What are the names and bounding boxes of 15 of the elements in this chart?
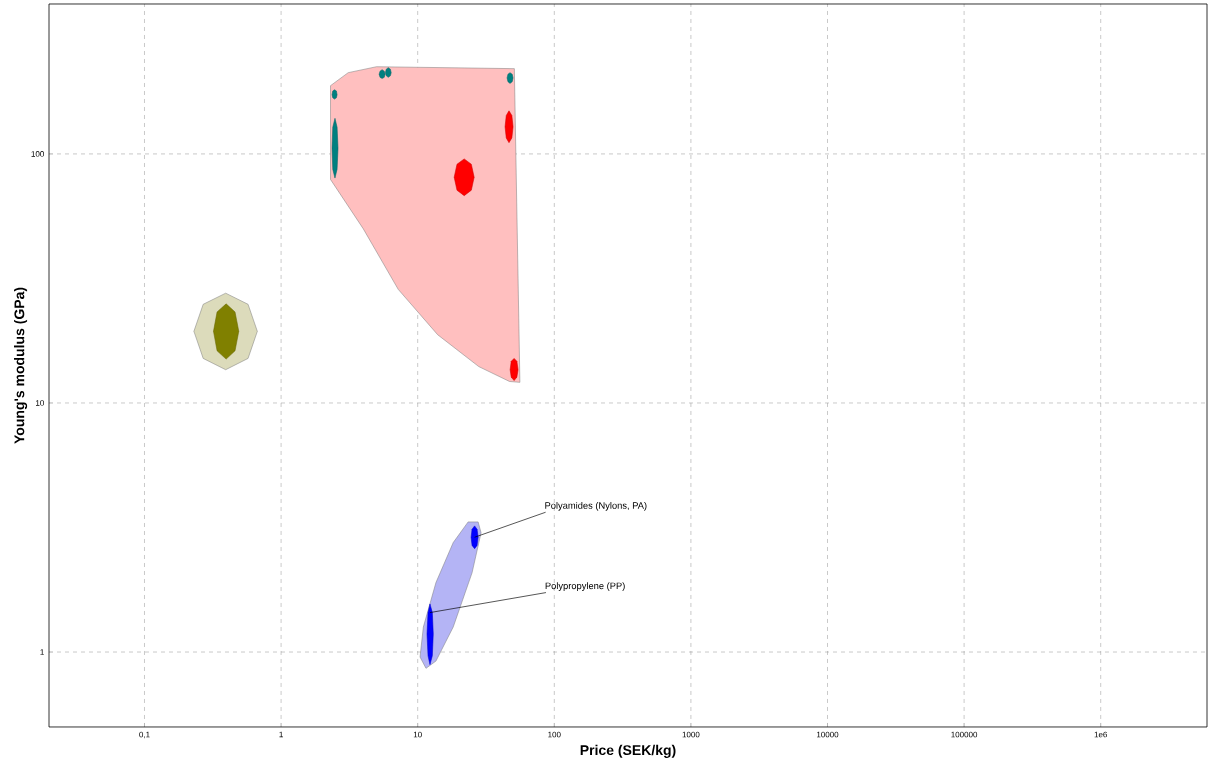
x-axis-title: Price (SEK/kg): [580, 744, 676, 758]
x-tick-label: 10000: [816, 731, 839, 738]
x-tick-label: 100000: [951, 731, 978, 738]
x-tick-label: 1e6: [1094, 731, 1108, 738]
y-tick-label: 1: [40, 649, 44, 655]
y-tick-label: 100: [31, 151, 44, 157]
annotation: Polypropylene (PP): [545, 582, 625, 591]
x-tick-label: 1000: [682, 731, 700, 738]
annotation: Polyamides (Nylons, PA): [545, 501, 647, 511]
x-tick-label: 10: [413, 731, 422, 738]
x-tick-label: 0,1: [139, 731, 150, 739]
x-tick-label: 100: [548, 731, 561, 738]
x-tick-label: 1: [279, 731, 283, 738]
y-tick-label: 10: [36, 400, 44, 406]
y-axis-title: Young's modulus (GPa): [14, 287, 28, 444]
